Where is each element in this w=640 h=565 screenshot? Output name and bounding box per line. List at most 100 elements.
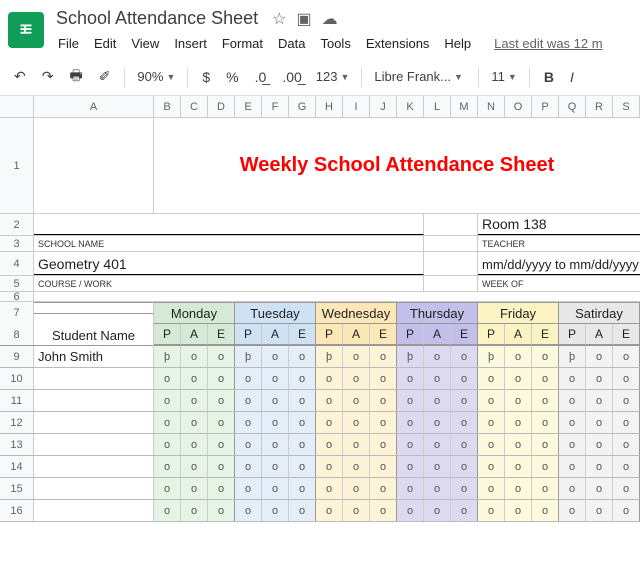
attendance-cell[interactable]: o bbox=[235, 368, 262, 389]
col-header[interactable]: N bbox=[478, 96, 505, 117]
attendance-cell[interactable]: o bbox=[262, 346, 289, 367]
attendance-cell[interactable]: o bbox=[235, 500, 262, 521]
move-icon[interactable]: ▣ bbox=[297, 9, 312, 29]
attendance-cell[interactable]: o bbox=[613, 434, 640, 455]
percent-icon[interactable]: % bbox=[220, 65, 244, 89]
cloud-icon[interactable]: ☁ bbox=[322, 9, 338, 29]
attendance-cell[interactable]: þ bbox=[235, 346, 262, 367]
attendance-cell[interactable]: o bbox=[154, 412, 181, 433]
attendance-cell[interactable]: o bbox=[451, 478, 478, 499]
attendance-cell[interactable]: o bbox=[424, 412, 451, 433]
attendance-cell[interactable]: o bbox=[586, 412, 613, 433]
attendance-cell[interactable]: o bbox=[154, 456, 181, 477]
attendance-cell[interactable]: o bbox=[154, 368, 181, 389]
week[interactable]: mm/dd/yyyy to mm/dd/yyyy bbox=[478, 252, 640, 275]
attendance-cell[interactable]: o bbox=[235, 390, 262, 411]
student-name-cell[interactable] bbox=[34, 412, 154, 433]
attendance-cell[interactable]: o bbox=[343, 478, 370, 499]
student-name-cell[interactable] bbox=[34, 368, 154, 389]
font-size-dropdown[interactable]: 11▼ bbox=[487, 66, 520, 87]
attendance-cell[interactable]: o bbox=[289, 500, 316, 521]
doc-title[interactable]: School Attendance Sheet bbox=[52, 6, 262, 31]
attendance-cell[interactable]: o bbox=[370, 368, 397, 389]
attendance-cell[interactable]: o bbox=[289, 346, 316, 367]
attendance-cell[interactable]: o bbox=[559, 412, 586, 433]
attendance-cell[interactable]: o bbox=[316, 478, 343, 499]
col-header[interactable]: D bbox=[208, 96, 235, 117]
attendance-cell[interactable]: o bbox=[478, 412, 505, 433]
attendance-cell[interactable]: o bbox=[289, 456, 316, 477]
attendance-cell[interactable]: o bbox=[586, 478, 613, 499]
attendance-cell[interactable]: o bbox=[262, 500, 289, 521]
attendance-cell[interactable]: o bbox=[343, 412, 370, 433]
menu-extensions[interactable]: Extensions bbox=[360, 33, 436, 54]
attendance-cell[interactable]: o bbox=[181, 368, 208, 389]
attendance-cell[interactable]: o bbox=[478, 456, 505, 477]
attendance-cell[interactable]: o bbox=[532, 346, 559, 367]
attendance-cell[interactable]: o bbox=[208, 368, 235, 389]
zoom-dropdown[interactable]: 90%▼ bbox=[133, 66, 179, 87]
col-header[interactable]: R bbox=[586, 96, 613, 117]
attendance-cell[interactable]: o bbox=[208, 500, 235, 521]
attendance-cell[interactable]: þ bbox=[559, 346, 586, 367]
attendance-cell[interactable]: o bbox=[289, 412, 316, 433]
attendance-cell[interactable]: o bbox=[262, 478, 289, 499]
col-header[interactable]: J bbox=[370, 96, 397, 117]
menu-view[interactable]: View bbox=[125, 33, 165, 54]
attendance-cell[interactable]: o bbox=[532, 412, 559, 433]
attendance-cell[interactable]: o bbox=[424, 368, 451, 389]
attendance-cell[interactable]: þ bbox=[478, 346, 505, 367]
attendance-cell[interactable]: o bbox=[289, 434, 316, 455]
attendance-cell[interactable]: o bbox=[505, 500, 532, 521]
attendance-cell[interactable]: o bbox=[235, 412, 262, 433]
attendance-cell[interactable]: o bbox=[424, 346, 451, 367]
attendance-cell[interactable]: o bbox=[532, 456, 559, 477]
attendance-cell[interactable]: o bbox=[559, 368, 586, 389]
attendance-cell[interactable]: o bbox=[343, 500, 370, 521]
room[interactable]: Room 138 bbox=[478, 214, 640, 235]
student-name-cell[interactable] bbox=[34, 456, 154, 477]
attendance-cell[interactable]: o bbox=[451, 434, 478, 455]
attendance-cell[interactable]: o bbox=[343, 390, 370, 411]
student-name-cell[interactable] bbox=[34, 500, 154, 521]
attendance-cell[interactable]: o bbox=[181, 390, 208, 411]
last-edit[interactable]: Last edit was 12 m bbox=[488, 33, 608, 54]
attendance-cell[interactable]: o bbox=[208, 456, 235, 477]
col-header[interactable]: F bbox=[262, 96, 289, 117]
col-header[interactable]: I bbox=[343, 96, 370, 117]
attendance-cell[interactable]: þ bbox=[316, 346, 343, 367]
attendance-cell[interactable]: o bbox=[424, 390, 451, 411]
attendance-cell[interactable]: o bbox=[181, 500, 208, 521]
attendance-cell[interactable]: o bbox=[532, 500, 559, 521]
attendance-cell[interactable]: o bbox=[289, 368, 316, 389]
attendance-cell[interactable]: o bbox=[586, 456, 613, 477]
col-header[interactable]: B bbox=[154, 96, 181, 117]
attendance-cell[interactable]: o bbox=[343, 434, 370, 455]
attendance-cell[interactable]: o bbox=[181, 346, 208, 367]
col-header[interactable]: S bbox=[613, 96, 640, 117]
attendance-cell[interactable]: o bbox=[559, 500, 586, 521]
attendance-cell[interactable]: o bbox=[208, 434, 235, 455]
attendance-cell[interactable]: o bbox=[586, 368, 613, 389]
col-header[interactable]: P bbox=[532, 96, 559, 117]
attendance-cell[interactable]: o bbox=[451, 412, 478, 433]
attendance-cell[interactable]: o bbox=[586, 434, 613, 455]
attendance-cell[interactable]: o bbox=[532, 434, 559, 455]
menu-data[interactable]: Data bbox=[272, 33, 311, 54]
attendance-cell[interactable]: o bbox=[289, 478, 316, 499]
attendance-cell[interactable]: o bbox=[505, 346, 532, 367]
attendance-cell[interactable]: o bbox=[478, 478, 505, 499]
col-header[interactable]: Q bbox=[559, 96, 586, 117]
menu-file[interactable]: File bbox=[52, 33, 85, 54]
col-header[interactable]: M bbox=[451, 96, 478, 117]
attendance-cell[interactable]: o bbox=[235, 478, 262, 499]
spreadsheet-grid[interactable]: ABCDEFGHIJKLMNOPQRS 1Weekly School Atten… bbox=[0, 96, 640, 522]
attendance-cell[interactable]: o bbox=[559, 456, 586, 477]
currency-icon[interactable]: $ bbox=[196, 65, 216, 89]
print-icon[interactable]: 🖶 bbox=[63, 61, 88, 93]
attendance-cell[interactable]: o bbox=[478, 368, 505, 389]
attendance-cell[interactable]: o bbox=[235, 434, 262, 455]
attendance-cell[interactable]: o bbox=[478, 390, 505, 411]
attendance-cell[interactable]: o bbox=[289, 390, 316, 411]
attendance-cell[interactable]: o bbox=[505, 368, 532, 389]
